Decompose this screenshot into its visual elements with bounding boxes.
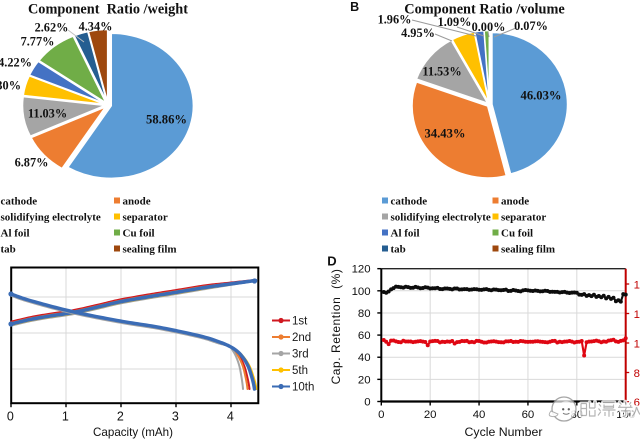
svg-text:1.09%: 1.09%	[438, 15, 472, 29]
svg-text:1.96%: 1.96%	[378, 13, 412, 27]
svg-text:1: 1	[62, 410, 69, 424]
svg-text:Cap. Retention (%): Cap. Retention (%)	[329, 269, 343, 385]
svg-text:11.03%: 11.03%	[28, 107, 67, 121]
svg-text:solidifying electrolyte: solidifying electrolyte	[391, 212, 491, 224]
svg-text:Cu foil: Cu foil	[501, 228, 533, 240]
svg-text:4.95%: 4.95%	[401, 26, 435, 40]
svg-text:Capacity (mAh): Capacity (mAh)	[93, 426, 173, 439]
svg-text:sealing film: sealing film	[123, 244, 177, 256]
svg-text:anode: anode	[501, 196, 529, 208]
svg-text:7.77%: 7.77%	[21, 35, 55, 49]
svg-text:40: 40	[473, 409, 486, 421]
svg-text:12: 12	[634, 309, 640, 321]
svg-text:anode: anode	[123, 196, 151, 208]
svg-text:sealing film: sealing film	[501, 244, 555, 256]
svg-text:4.30%: 4.30%	[0, 79, 21, 93]
svg-text:40: 40	[358, 352, 371, 364]
svg-text:solidifying electrolyte: solidifying electrolyte	[1, 212, 101, 224]
svg-text:10th: 10th	[292, 382, 314, 394]
svg-text:60: 60	[522, 409, 535, 421]
svg-text:0: 0	[378, 409, 384, 421]
svg-text:2nd: 2nd	[292, 332, 311, 344]
svg-text:20: 20	[424, 409, 437, 421]
svg-text:Cu foil: Cu foil	[123, 228, 155, 240]
svg-text:cathode: cathode	[391, 196, 428, 208]
svg-text:100: 100	[352, 286, 371, 298]
svg-text:60: 60	[358, 330, 371, 342]
svg-text:2: 2	[117, 410, 124, 424]
svg-text:3: 3	[172, 410, 179, 424]
svg-text:0: 0	[364, 397, 370, 409]
svg-text:6: 6	[634, 397, 640, 409]
svg-text:4: 4	[227, 410, 234, 424]
svg-text:2.62%: 2.62%	[35, 21, 69, 35]
svg-text:B: B	[350, 0, 359, 14]
svg-text:4.22%: 4.22%	[0, 56, 32, 70]
svg-text:D: D	[327, 254, 336, 269]
svg-text:46.03%: 46.03%	[521, 89, 562, 103]
svg-text:8: 8	[634, 368, 640, 380]
svg-text:6.87%: 6.87%	[15, 156, 49, 170]
svg-text:separator: separator	[501, 212, 546, 224]
svg-text:Al foil: Al foil	[1, 228, 30, 240]
svg-text:Component Ratio /weight: Component Ratio /weight	[28, 1, 188, 17]
svg-text:1st: 1st	[292, 316, 308, 328]
svg-text:0: 0	[7, 410, 14, 424]
svg-text:80: 80	[358, 308, 371, 320]
svg-text:separator: separator	[123, 212, 168, 224]
svg-text:3rd: 3rd	[292, 349, 309, 361]
svg-text:10: 10	[634, 338, 640, 350]
svg-text:tab: tab	[391, 244, 406, 256]
svg-text:Al foil: Al foil	[391, 228, 420, 240]
svg-text:34.43%: 34.43%	[425, 127, 466, 141]
svg-text:120: 120	[352, 264, 371, 276]
svg-text:4.34%: 4.34%	[79, 20, 113, 34]
svg-text:0.07%: 0.07%	[514, 19, 548, 33]
svg-text:tab: tab	[1, 244, 16, 256]
svg-text:11.53%: 11.53%	[422, 65, 461, 79]
svg-text:Cycle Number: Cycle Number	[465, 425, 543, 439]
svg-text:5th: 5th	[292, 365, 308, 377]
svg-text:0.00%: 0.00%	[472, 20, 506, 34]
svg-text:20: 20	[358, 374, 371, 386]
svg-text:14: 14	[634, 279, 640, 291]
svg-text:cathode: cathode	[1, 196, 38, 208]
svg-text:58.86%: 58.86%	[146, 113, 187, 127]
svg-text:Component Ratio /volume: Component Ratio /volume	[404, 1, 564, 17]
